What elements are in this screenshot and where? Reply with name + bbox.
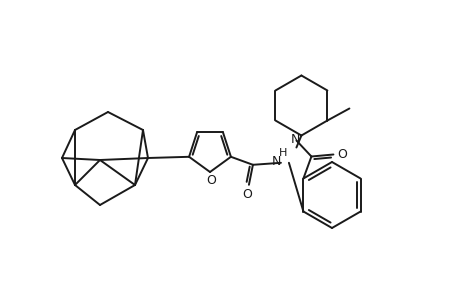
Text: N: N — [272, 155, 281, 168]
Text: O: O — [337, 148, 347, 161]
Text: N: N — [290, 133, 299, 146]
Text: H: H — [278, 148, 286, 158]
Text: O: O — [206, 175, 215, 188]
Text: O: O — [241, 188, 252, 201]
